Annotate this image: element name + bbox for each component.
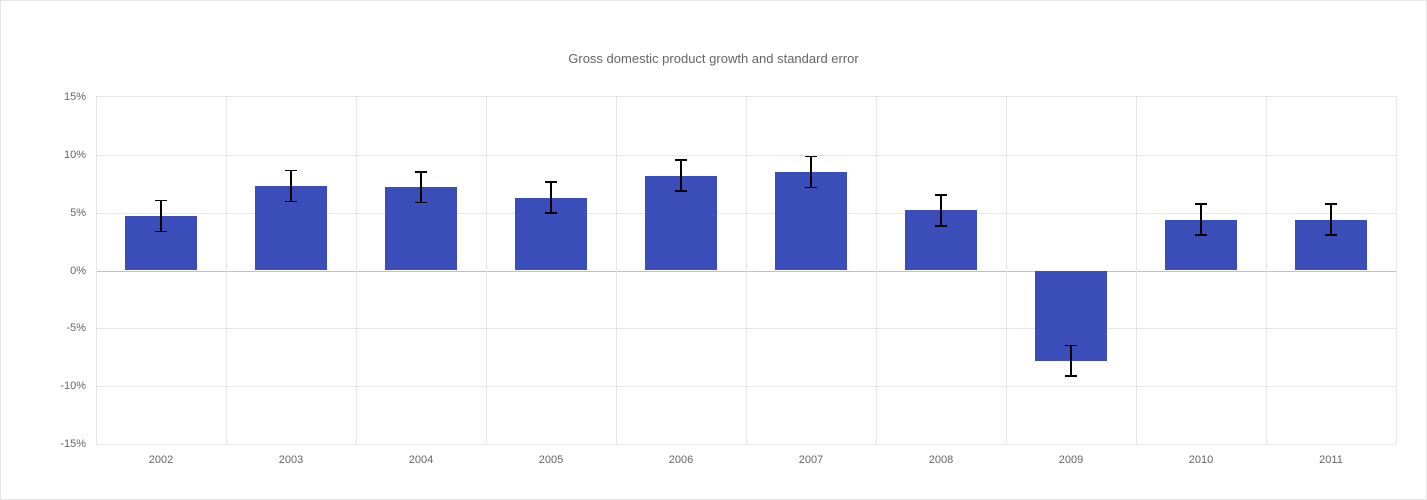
grid-line-v — [1396, 97, 1397, 444]
x-axis-label: 2010 — [1189, 454, 1213, 466]
y-axis-label: 0% — [70, 265, 86, 277]
x-axis-label: 2006 — [669, 454, 693, 466]
x-axis-label: 2007 — [799, 454, 823, 466]
grid-line-v — [226, 97, 227, 444]
plot-wrapper: 15%10%5%0%-5%-10%-15%2002200320042005200… — [96, 96, 1396, 444]
x-axis-label: 2002 — [149, 454, 173, 466]
grid-line-v — [356, 97, 357, 444]
grid-line-v — [1266, 97, 1267, 444]
grid-line-v — [486, 97, 487, 444]
grid-line-v — [1006, 97, 1007, 444]
chart-container: Gross domestic product growth and standa… — [0, 0, 1427, 500]
grid-line-v — [616, 97, 617, 444]
grid-line-v — [746, 97, 747, 444]
y-axis-label: 5% — [70, 207, 86, 219]
chart-title: Gross domestic product growth and standa… — [1, 1, 1426, 81]
y-axis-label: -5% — [66, 322, 86, 334]
grid-line-v — [876, 97, 877, 444]
x-axis-label: 2009 — [1059, 454, 1083, 466]
y-axis-label: 10% — [64, 149, 86, 161]
y-axis-label: 15% — [64, 91, 86, 103]
x-axis-label: 2003 — [279, 454, 303, 466]
x-axis-label: 2005 — [539, 454, 563, 466]
grid-line-v — [1136, 97, 1137, 444]
y-axis-label: -15% — [60, 438, 86, 450]
grid-line-v — [96, 97, 97, 444]
x-axis-label: 2004 — [409, 454, 433, 466]
x-axis-label: 2011 — [1319, 454, 1343, 466]
x-axis-label: 2008 — [929, 454, 953, 466]
plot-area: 15%10%5%0%-5%-10%-15%2002200320042005200… — [96, 96, 1396, 444]
grid-line-h — [96, 444, 1396, 445]
y-axis-label: -10% — [60, 380, 86, 392]
